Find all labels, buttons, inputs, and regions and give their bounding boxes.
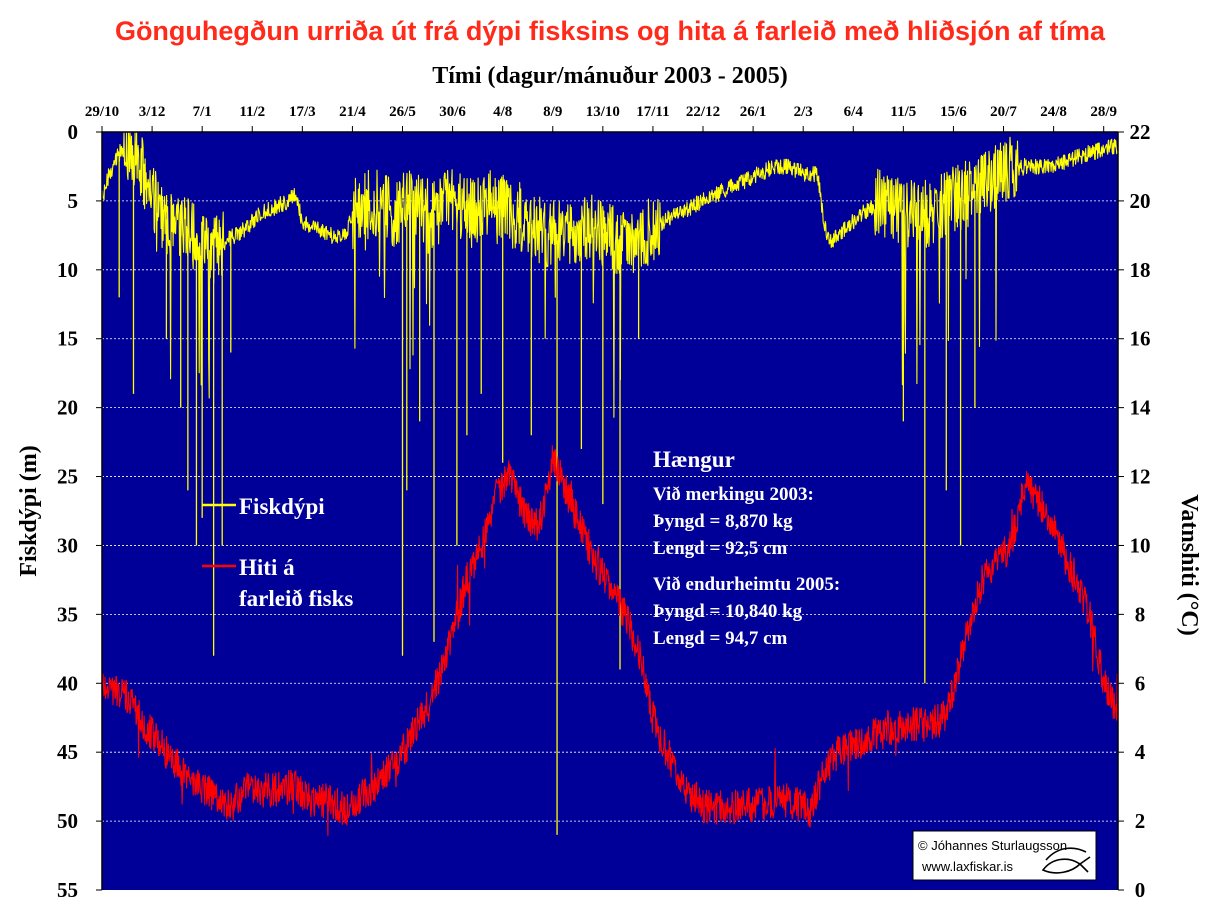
legend-temp-label-line1: Hiti á <box>239 555 295 580</box>
annotation-weight-2003: Þyngd = 8,870 kg <box>653 511 793 532</box>
series-temperature <box>101 445 1119 836</box>
y-left-tick-label: 45 <box>57 740 78 764</box>
y-right-tick-label: 22 <box>1130 120 1151 144</box>
y-left-tick-label: 0 <box>68 120 79 144</box>
x-tick-label: 3/12 <box>139 104 166 120</box>
x-tick-label: 4/8 <box>493 104 512 120</box>
x-tick-label: 17/3 <box>289 104 316 120</box>
y-right-tick-label: 8 <box>1135 602 1146 626</box>
x-tick-label: 11/2 <box>239 104 265 120</box>
annotation-weight-2005: Þyngd = 10,840 kg <box>653 601 803 622</box>
y-left-tick-label: 20 <box>57 396 78 420</box>
y-right-tick-label: 18 <box>1130 258 1151 282</box>
x-tick-label: 17/11 <box>636 104 669 120</box>
x-tick-label: 21/4 <box>339 104 366 120</box>
legend-temp-label-line2: farleið fisks <box>239 586 353 611</box>
y-left-axis-title: Fiskdýpi (m) <box>16 445 42 576</box>
copyright-author: © Jóhannes Sturlaugsson <box>918 838 1067 853</box>
x-tick-label: 11/5 <box>890 104 916 120</box>
x-tick-label: 20/7 <box>990 104 1017 120</box>
y-left-tick-labels: 0 5 10 15 20 25 30 35 40 45 50 55 <box>57 120 102 902</box>
annotation-title: Hængur <box>653 447 735 472</box>
series-depth <box>101 131 1119 835</box>
x-tick-label: 8/9 <box>543 104 562 120</box>
x-tick-label: 22/12 <box>686 104 720 120</box>
y-right-tick-label: 0 <box>1135 878 1146 902</box>
series-line-temperature <box>101 445 1119 836</box>
y-left-tick-label: 55 <box>57 878 78 902</box>
x-tick-label: 6/4 <box>844 104 864 120</box>
x-tick-label: 26/5 <box>389 104 416 120</box>
x-tick-label: 2/3 <box>794 104 813 120</box>
annotation-tag-2005: Við endurheimtu 2005: <box>653 574 840 595</box>
copyright-box: © Jóhannes Sturlaugsson www.laxfiskar.is <box>912 830 1097 881</box>
x-tick-label: 13/10 <box>586 104 620 120</box>
x-tick-label: 29/10 <box>85 104 119 120</box>
y-left-tick-label: 50 <box>57 809 78 833</box>
y-left-tick-label: 10 <box>57 258 78 282</box>
legend: Fiskdýpi Hiti á farleið fisks <box>202 494 353 611</box>
y-left-tick-label: 40 <box>57 671 78 695</box>
x-tick-label: 28/9 <box>1090 104 1117 120</box>
y-right-tick-label: 16 <box>1130 327 1151 351</box>
y-right-tick-label: 12 <box>1130 465 1151 489</box>
x-tick-label: 24/8 <box>1040 104 1067 120</box>
annotation-box: Hængur Við merkingu 2003: Þyngd = 8,870 … <box>653 447 840 649</box>
chart-title: Gönguhegðun urriða út frá dýpi fisksins … <box>115 16 1106 46</box>
y-left-tick-label: 30 <box>57 533 78 557</box>
y-right-tick-label: 4 <box>1135 740 1146 764</box>
x-axis-title: Tími (dagur/mánuður 2003 - 2005) <box>432 63 788 89</box>
y-left-tick-label: 25 <box>57 465 78 489</box>
y-right-axis-title: Vatnshiti (°C) <box>1176 494 1202 635</box>
y-right-tick-label: 14 <box>1130 396 1152 420</box>
y-left-tick-label: 5 <box>68 189 79 213</box>
copyright-website: www.laxfiskar.is <box>921 859 1014 874</box>
y-left-tick-label: 35 <box>57 602 78 626</box>
legend-depth-label: Fiskdýpi <box>239 494 325 519</box>
x-tick-label: 26/1 <box>740 104 767 120</box>
y-right-tick-label: 10 <box>1130 533 1151 557</box>
annotation-tag-2003: Við merkingu 2003: <box>653 484 814 505</box>
y-right-tick-label: 6 <box>1135 671 1146 695</box>
y-right-tick-label: 2 <box>1135 809 1146 833</box>
annotation-length-2003: Lengd = 92,5 cm <box>653 538 787 559</box>
annotation-length-2005: Lengd = 94,7 cm <box>653 628 787 649</box>
x-tick-label: 7/1 <box>193 104 212 120</box>
fish-logo-icon <box>1041 847 1091 874</box>
y-left-tick-label: 15 <box>57 327 78 351</box>
x-tick-label: 15/6 <box>940 104 967 120</box>
gridlines <box>102 200 1118 822</box>
series-line-depth <box>101 131 1119 418</box>
x-tick-labels: 29/10 3/12 7/1 11/2 17/3 21/4 26/5 30/6 4/8 8/9 13… <box>85 104 1117 132</box>
x-tick-label: 30/6 <box>439 104 466 120</box>
y-right-tick-label: 20 <box>1130 189 1151 213</box>
